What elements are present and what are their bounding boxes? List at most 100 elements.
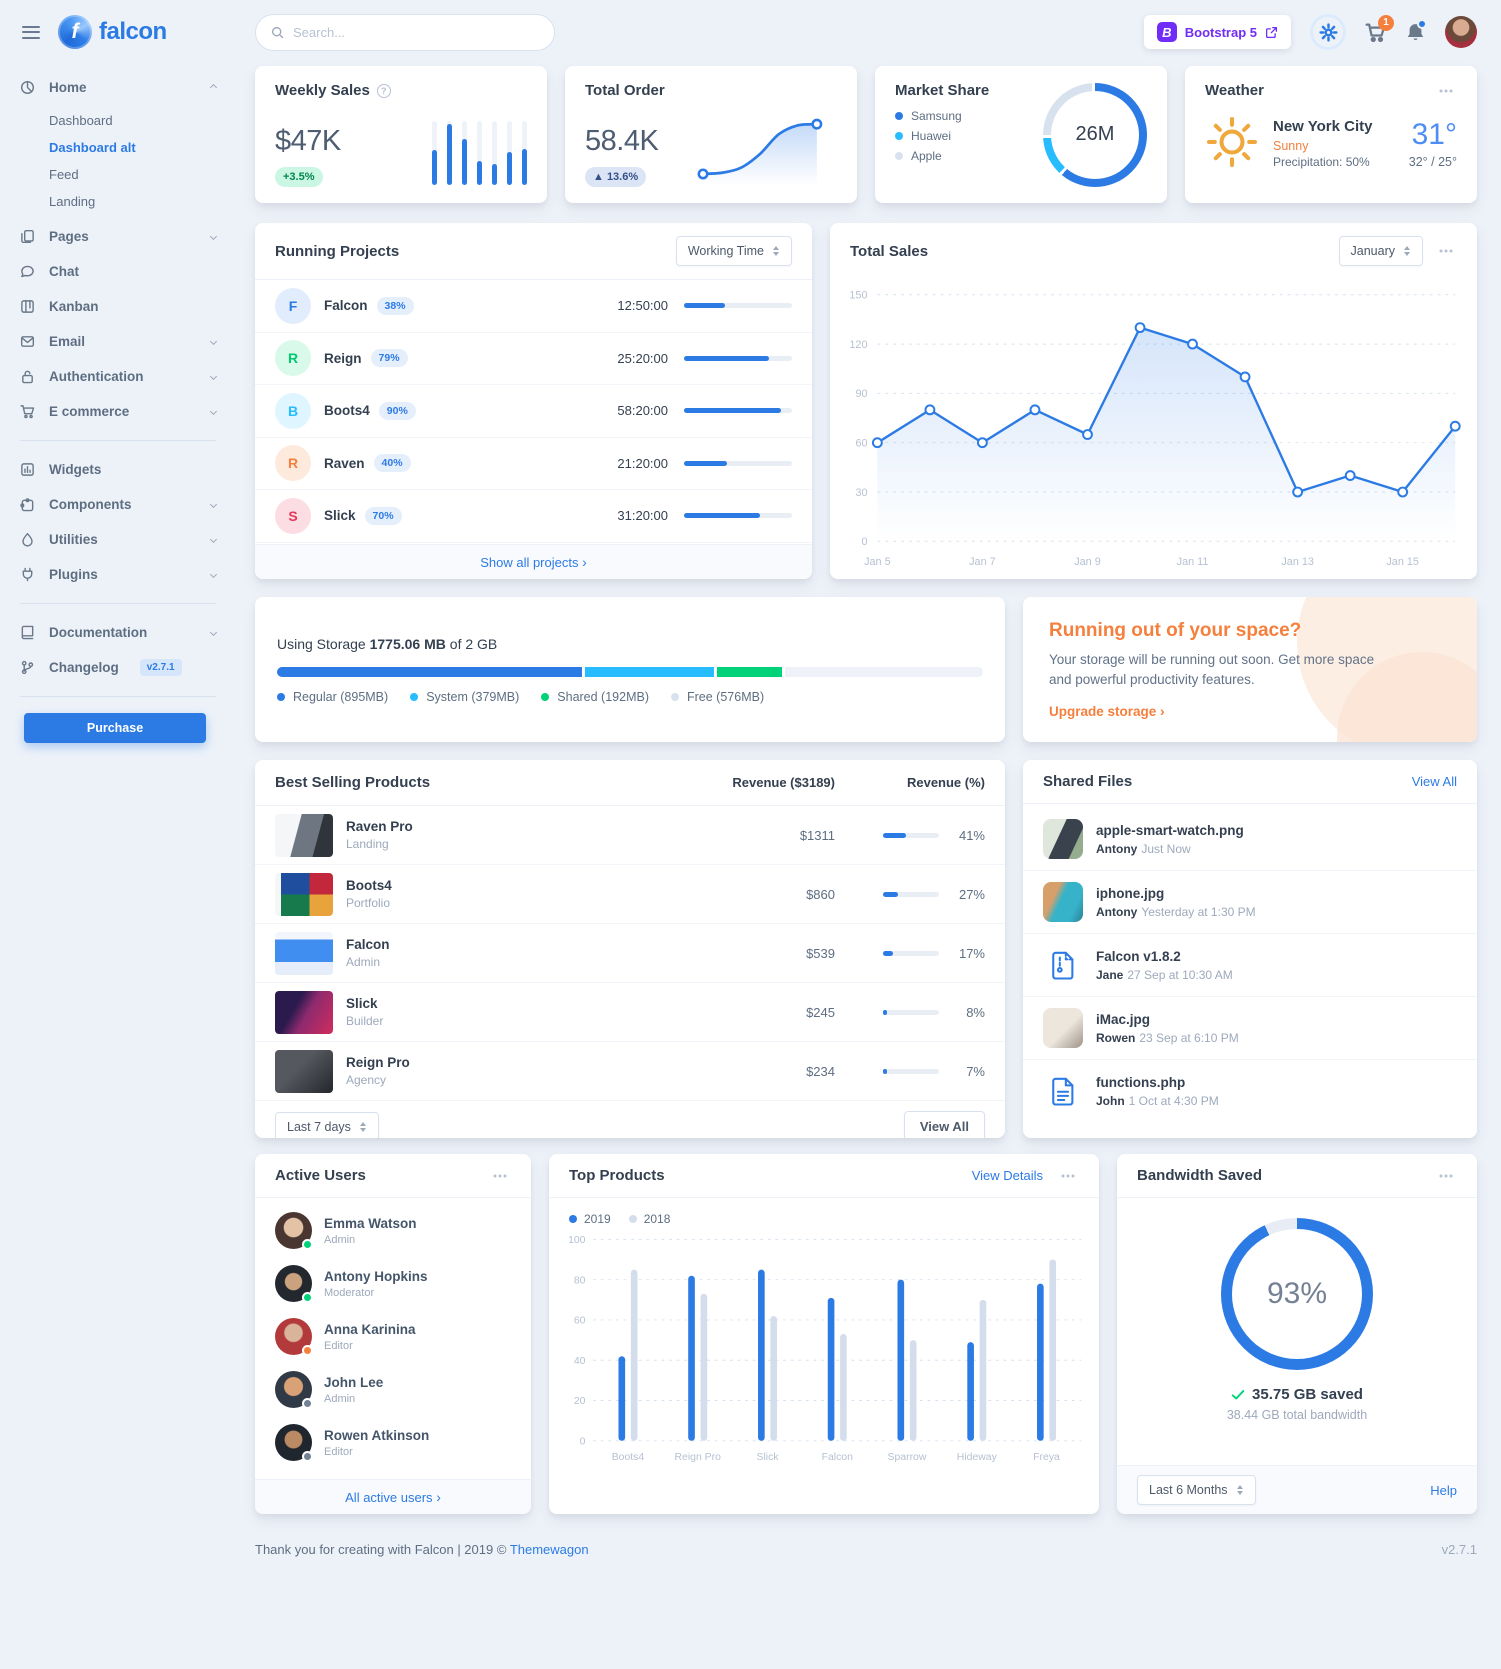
file-name-link[interactable]: iphone.jpg [1096,885,1165,901]
show-all-projects-link[interactable]: Show all projects › [480,554,587,570]
page-footer: Thank you for creating with Falcon | 201… [255,1542,1477,1567]
view-details-link[interactable]: View Details [971,1168,1043,1183]
product-row-raven-pro: Raven Pro Landing $1311 41% [255,806,1005,865]
sidebar: f falcon Home Dashboard Dashboard alt Feed L… [0,0,230,1567]
product-revenue-pct: 41% [958,827,985,843]
brand-name: falcon [99,18,167,45]
project-row-boots4: B Boots4 90% 58:20:00 [255,385,812,438]
user-name-link[interactable]: Anna Karinina [324,1321,416,1337]
sidebar-item-chat[interactable]: Chat [20,254,224,289]
sidebar-item-feed[interactable]: Feed [49,167,79,182]
svg-text:20: 20 [574,1396,586,1407]
stats-row: Weekly Sales ? $47K +3.5% Total Order [255,66,1477,203]
product-revenue-bar [883,891,939,897]
brand-logo[interactable]: f falcon [58,15,167,49]
sidebar-item-widgets[interactable]: Widgets [20,452,224,487]
user-name-link[interactable]: Rowen Atkinson [324,1427,430,1443]
sidebar-item-pages[interactable]: Pages [20,219,224,254]
sidebar-item-e-commerce[interactable]: E commerce [20,394,224,429]
total-sales-menu-button[interactable] [1435,245,1457,257]
product-name-link[interactable]: Raven Pro [346,819,413,834]
product-thumbnail[interactable] [275,990,333,1034]
search-input[interactable] [293,24,539,40]
project-progress-bar [684,513,792,519]
purchase-button[interactable]: Purchase [24,713,206,743]
project-name-link[interactable]: Boots4 [324,403,370,419]
product-thumbnail[interactable] [275,931,333,975]
sort-arrows-icon [1236,1485,1243,1495]
user-name-link[interactable]: Antony Hopkins [324,1268,428,1284]
product-thumbnail[interactable] [275,872,333,916]
all-active-users-link[interactable]: All active users › [345,1489,441,1505]
last-7-days-select[interactable]: Last 7 days [275,1111,379,1138]
themewagon-link[interactable]: Themewagon [509,1542,589,1557]
status-dot [302,1398,313,1409]
bootstrap-5-badge[interactable]: B Bootstrap 5 [1143,15,1291,49]
working-time-select[interactable]: Working Time [675,236,792,266]
svg-text:Hideway: Hideway [957,1452,998,1463]
product-name-link[interactable]: Boots4 [346,878,392,893]
month-select[interactable]: January [1338,236,1423,266]
active-user-row-anna-karinina: Anna Karinina Editor [255,1310,531,1363]
sidebar-item-changelog[interactable]: Changelog v2.7.1 [20,650,224,685]
project-name-link[interactable]: Falcon [324,298,368,314]
sidebar-item-plugins[interactable]: Plugins [20,557,224,592]
project-name-link[interactable]: Reign [324,350,362,366]
settings-button[interactable] [1310,14,1346,50]
file-name-link[interactable]: functions.php [1096,1074,1186,1090]
sidebar-item-kanban[interactable]: Kanban [20,289,224,324]
user-name-link[interactable]: Emma Watson [324,1215,417,1231]
active-user-row-rowen-atkinson: Rowen Atkinson Editor [255,1416,531,1469]
product-thumbnail[interactable] [275,1049,333,1093]
project-progress-badge: 79% [370,349,408,368]
product-name-link[interactable]: Reign Pro [346,1055,410,1070]
sidebar-item-documentation[interactable]: Documentation [20,615,224,650]
help-icon[interactable]: ? [376,83,391,98]
market-share-legend: Samsung Huawei Apple [895,109,989,163]
hamburger-menu-icon[interactable] [20,22,42,43]
bandwidth-menu-button[interactable] [1435,1170,1457,1182]
version-badge: v2.7.1 [139,659,182,676]
chevron-down-icon [209,628,218,637]
file-name-link[interactable]: iMac.jpg [1096,1011,1151,1027]
file-name-link[interactable]: apple-smart-watch.png [1096,822,1244,838]
sidebar-item-utilities[interactable]: Utilities [20,522,224,557]
user-role: Admin [324,1233,356,1246]
total-order-sparkline [697,118,823,185]
project-name-link[interactable]: Raven [324,455,365,471]
top-products-legend: 2019 2018 [549,1198,1099,1228]
sidebar-item-components[interactable]: Components [20,487,224,522]
view-all-button[interactable]: View All [903,1111,985,1138]
last-6-months-select[interactable]: Last 6 Months [1137,1475,1256,1505]
product-revenue-pct: 27% [958,886,985,902]
sidebar-item-landing[interactable]: Landing [49,194,96,209]
product-name-link[interactable]: Slick [346,996,378,1011]
sidebar-item-home[interactable]: Home [20,70,224,105]
product-row-slick: Slick Builder $245 8% [255,983,1005,1042]
cart-button[interactable]: 1 [1365,14,1394,43]
sidebar-item-email[interactable]: Email [20,324,224,359]
project-name-link[interactable]: Slick [324,508,356,524]
product-name-link[interactable]: Falcon [346,937,390,952]
search-box[interactable] [255,13,555,51]
user-name-link[interactable]: John Lee [324,1374,384,1390]
notifications-button[interactable] [1405,18,1427,43]
product-thumbnail[interactable] [275,813,333,857]
file-name-link[interactable]: Falcon v1.8.2 [1096,948,1181,964]
active-users-menu-button[interactable] [489,1170,511,1182]
sidebar-item-dashboard[interactable]: Dashboard [49,113,113,128]
top-products-menu-button[interactable] [1057,1170,1079,1182]
sidebar-item-dashboard-alt[interactable]: Dashboard alt [49,140,136,155]
product-revenue-bar [883,832,939,838]
user-avatar[interactable] [1445,16,1477,48]
weather-menu-button[interactable] [1435,85,1457,97]
user-role: Moderator [324,1286,375,1299]
help-link[interactable]: Help [1430,1482,1457,1498]
upgrade-storage-link[interactable]: Upgrade storage › [1049,702,1165,719]
sidebar-item-label: Components [49,497,132,512]
sidebar-item-authentication[interactable]: Authentication [20,359,224,394]
bootstrap-icon: B [1156,22,1177,42]
shared-files-view-all-link[interactable]: View All [1411,774,1457,789]
drop-icon [20,532,37,547]
storage-card: Using Storage 1775.06 MB of 2 GB Regular… [255,597,1005,742]
